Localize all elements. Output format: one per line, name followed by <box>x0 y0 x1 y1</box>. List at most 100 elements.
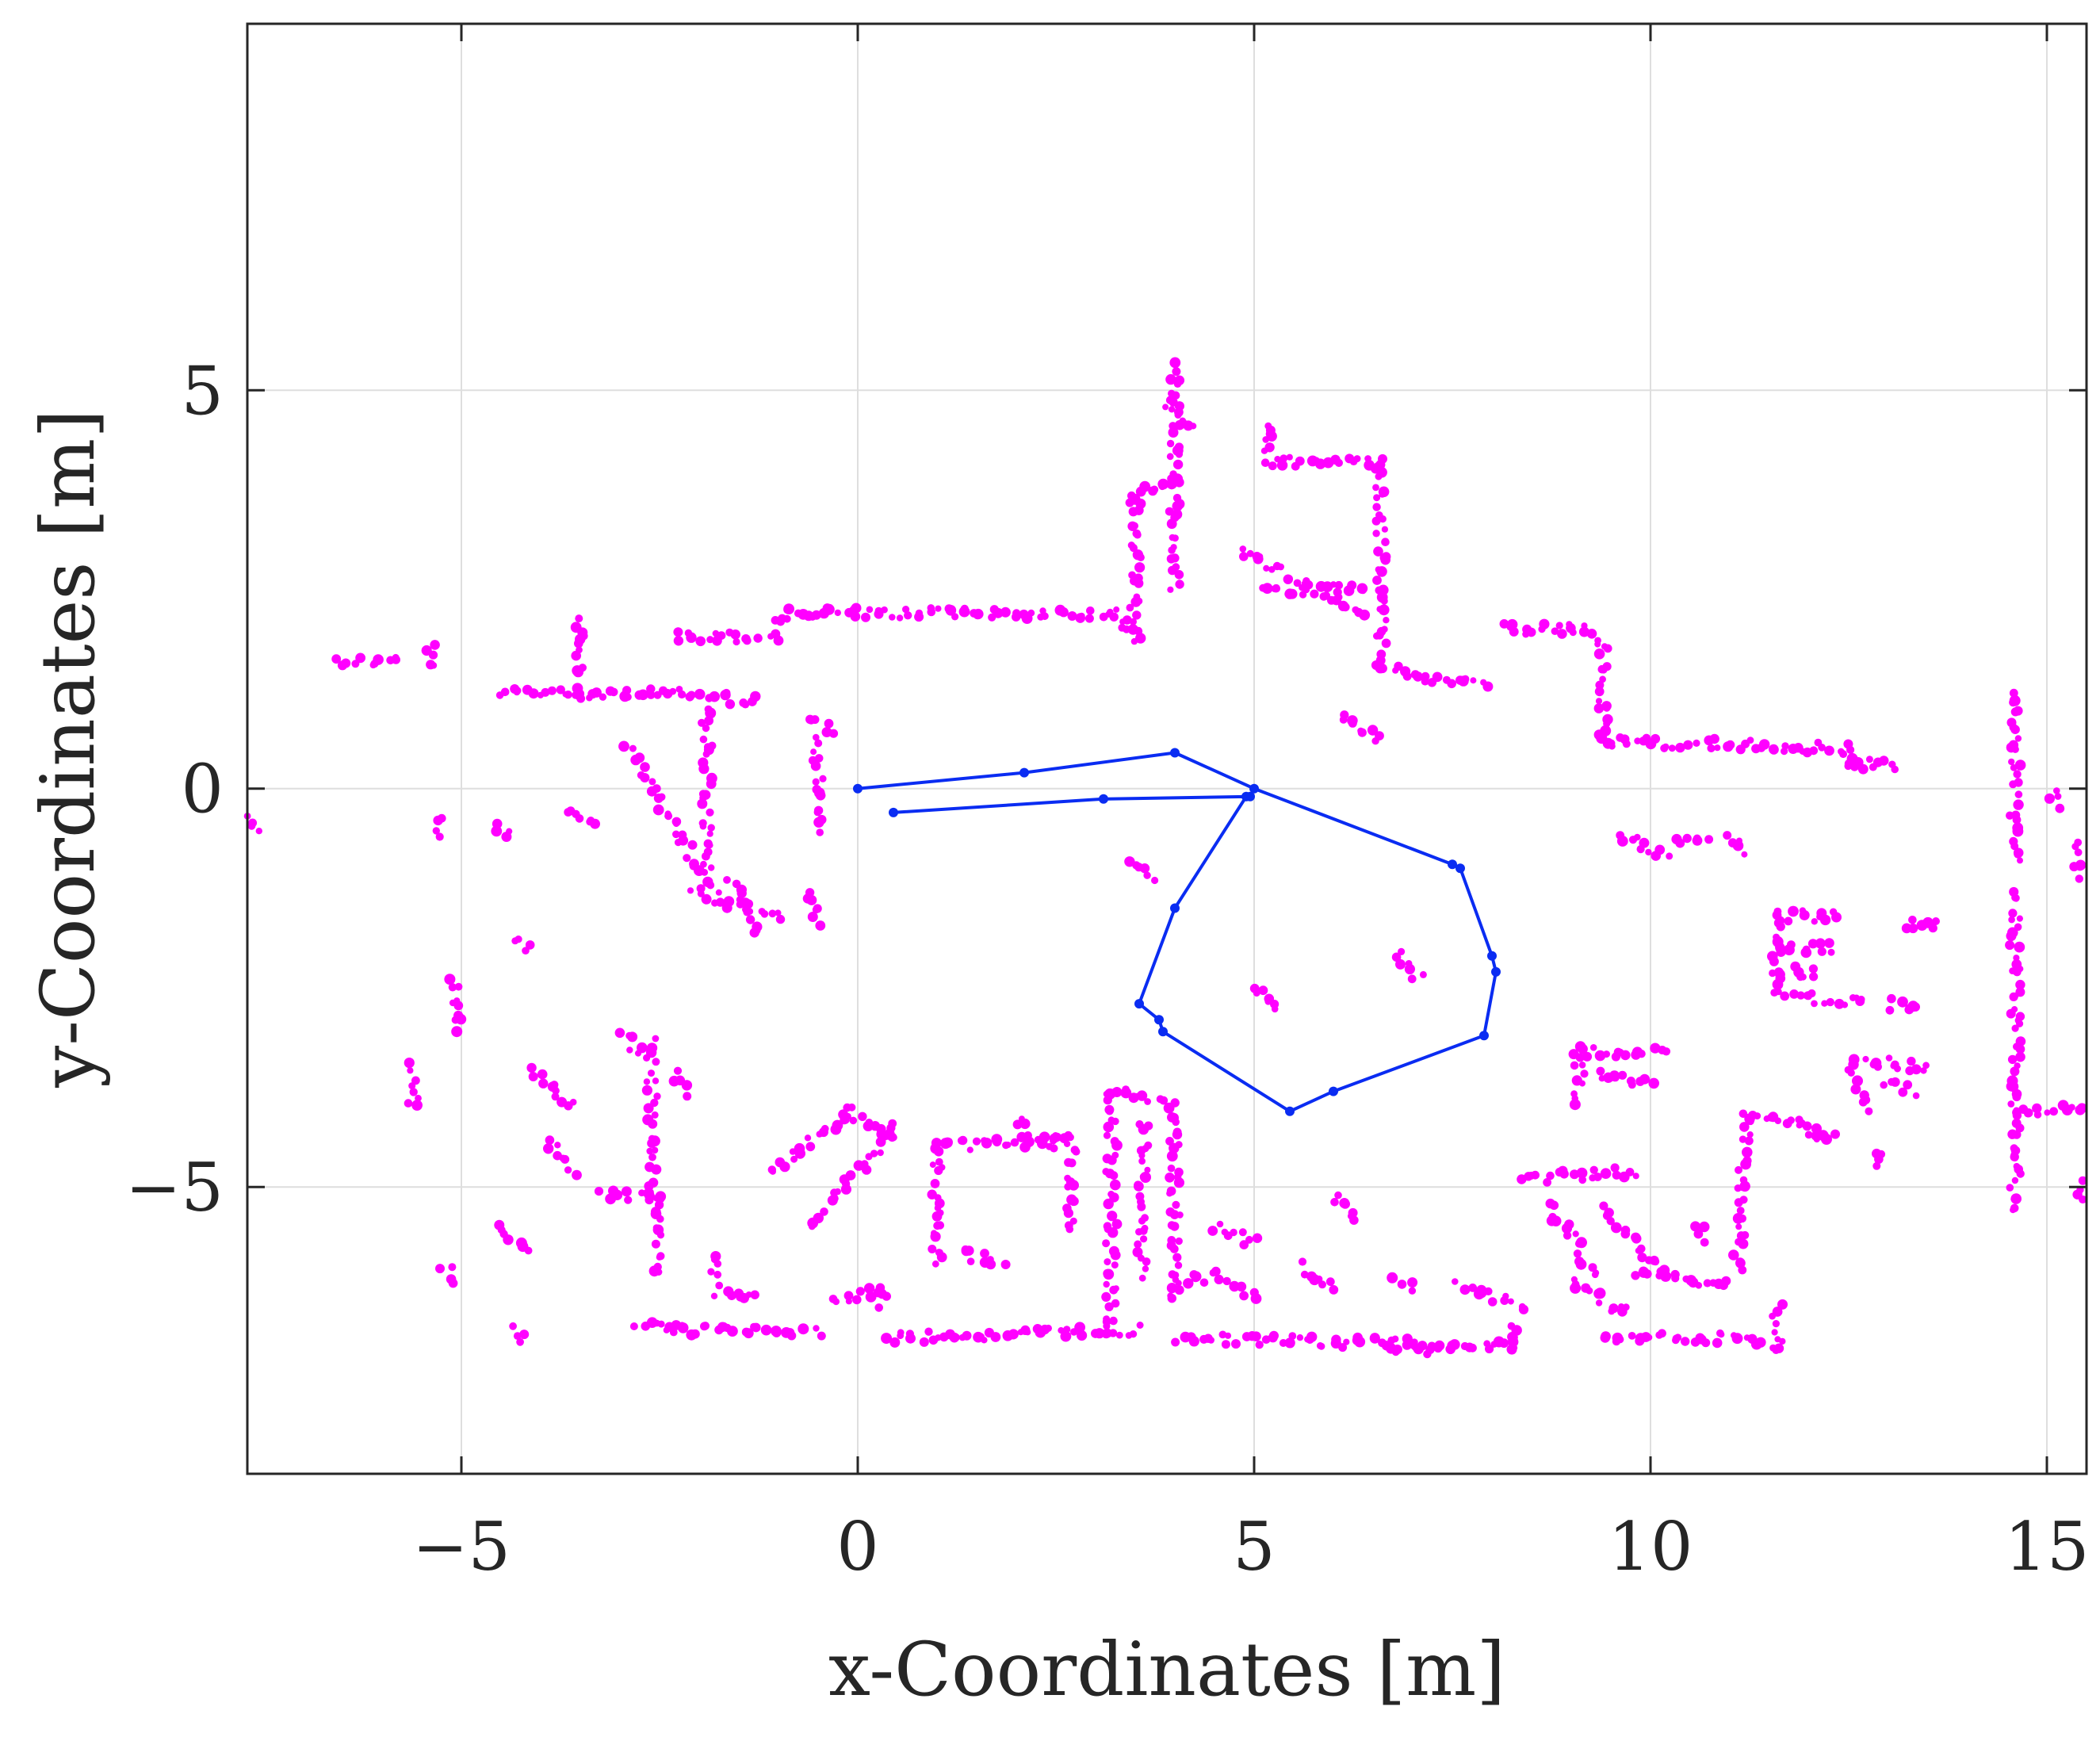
map-point <box>1102 1168 1110 1176</box>
map-point <box>695 636 706 647</box>
map-point <box>1107 1211 1118 1222</box>
map-point <box>516 1337 524 1346</box>
map-point <box>684 629 693 637</box>
map-point <box>554 1142 561 1149</box>
map-point <box>1129 618 1137 626</box>
map-point <box>851 603 862 614</box>
map-point <box>1111 1219 1123 1230</box>
map-point <box>1755 1337 1766 1348</box>
map-point <box>1807 939 1819 949</box>
map-point <box>935 1157 943 1166</box>
map-point <box>572 666 584 678</box>
map-point <box>571 650 581 661</box>
map-point <box>1037 1138 1048 1150</box>
map-point <box>1772 1320 1780 1328</box>
trajectory-marker <box>1170 748 1180 758</box>
map-point <box>1861 1095 1871 1104</box>
map-point <box>2032 1103 2042 1114</box>
map-point <box>526 1062 537 1073</box>
map-point <box>1349 457 1358 465</box>
map-point <box>1531 1170 1540 1180</box>
trajectory-marker <box>1158 1027 1168 1037</box>
map-point <box>2009 723 2018 732</box>
map-point <box>882 1291 892 1301</box>
map-point <box>2006 1008 2016 1019</box>
map-point <box>1781 748 1788 756</box>
map-point <box>845 1298 852 1305</box>
map-point <box>528 1072 538 1081</box>
map-point <box>1128 571 1136 580</box>
map-point <box>1668 744 1676 752</box>
map-point <box>1596 1066 1605 1076</box>
map-point <box>745 1291 752 1298</box>
map-point <box>331 654 342 664</box>
map-point <box>673 636 684 646</box>
map-point <box>1509 626 1519 637</box>
map-point <box>1739 1122 1750 1132</box>
map-point <box>1780 991 1790 1001</box>
map-point <box>847 1103 856 1111</box>
map-point <box>1148 486 1157 496</box>
map-point <box>1333 587 1342 597</box>
map-point <box>1138 1123 1149 1135</box>
map-point <box>553 1150 562 1161</box>
map-point <box>2011 745 2019 753</box>
map-point <box>649 1135 660 1147</box>
map-point <box>656 1231 665 1239</box>
y-tick-label: −5 <box>125 1149 224 1226</box>
map-point <box>1129 544 1138 553</box>
map-point <box>1725 740 1735 750</box>
map-point <box>629 744 637 752</box>
map-point <box>1857 763 1869 775</box>
map-point <box>775 909 782 916</box>
map-point <box>1779 1337 1786 1345</box>
map-point <box>1817 947 1827 956</box>
map-point <box>699 735 708 744</box>
map-point <box>1191 1271 1202 1282</box>
map-point <box>1338 1343 1348 1352</box>
map-point <box>1045 1324 1052 1332</box>
map-point <box>2075 874 2083 883</box>
map-point <box>513 687 522 694</box>
map-point <box>1169 1222 1180 1231</box>
x-tick-label: 15 <box>2005 1508 2090 1586</box>
map-point <box>1622 740 1631 748</box>
map-point <box>683 1092 692 1101</box>
map-point <box>1594 1287 1606 1299</box>
map-point <box>656 1253 663 1261</box>
map-point <box>1166 1190 1173 1197</box>
map-point <box>1775 969 1785 980</box>
map-point <box>657 1320 665 1328</box>
map-point <box>1109 612 1119 622</box>
map-point <box>2071 843 2079 851</box>
map-point <box>641 1085 653 1096</box>
map-point <box>1310 589 1319 599</box>
map-point <box>611 1189 623 1201</box>
map-point <box>808 612 817 621</box>
map-point <box>1526 627 1536 637</box>
map-point <box>1165 373 1176 385</box>
map-point <box>1136 1322 1144 1329</box>
y-tick-label: 0 <box>182 751 224 828</box>
map-point <box>1695 1282 1703 1289</box>
map-point <box>1123 615 1132 625</box>
map-point <box>849 1116 858 1125</box>
map-point <box>1166 1150 1178 1162</box>
map-point <box>643 1078 651 1085</box>
map-point <box>701 869 709 876</box>
map-point <box>640 762 650 772</box>
map-point <box>1143 871 1151 879</box>
map-point <box>1103 1121 1115 1133</box>
map-point <box>2010 1193 2022 1204</box>
map-point <box>2012 894 2020 902</box>
map-point <box>1397 1280 1407 1289</box>
map-point <box>1484 1287 1493 1295</box>
map-point <box>1551 627 1559 635</box>
map-point <box>1620 1226 1631 1235</box>
map-point <box>1166 1283 1177 1294</box>
map-point <box>1800 973 1807 981</box>
map-point <box>1109 1316 1118 1326</box>
map-point <box>1487 1297 1498 1307</box>
map-point <box>1788 744 1799 754</box>
map-point <box>1490 1341 1498 1348</box>
